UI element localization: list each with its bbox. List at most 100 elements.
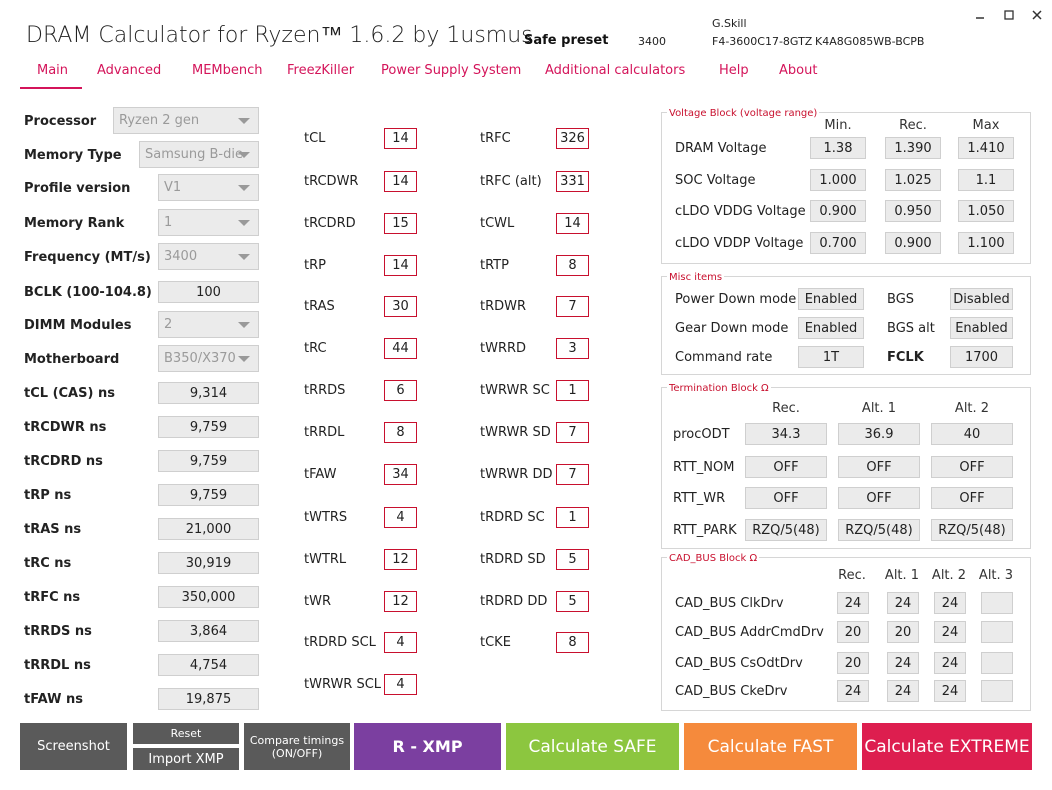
row-label: RTT_WR <box>673 490 726 506</box>
timing-value[interactable]: 7 <box>556 464 589 485</box>
timing-value[interactable]: 12 <box>384 591 417 612</box>
timing-label: tWRWR SCL <box>304 676 382 692</box>
timing-value[interactable]: 3 <box>556 338 589 359</box>
cad-bus-empty <box>981 680 1013 702</box>
timing-value[interactable]: 7 <box>556 296 589 317</box>
voltage-value: 1.390 <box>885 137 941 159</box>
timing-value[interactable]: 1 <box>556 507 589 528</box>
ns-value: 9,759 <box>158 416 259 438</box>
dropdown-arrow <box>238 253 250 260</box>
timing-value[interactable]: 8 <box>556 255 589 276</box>
nav-tab[interactable]: Additional calculators <box>545 63 686 78</box>
timing-value[interactable]: 14 <box>384 128 417 149</box>
cad-bus-empty <box>981 621 1013 643</box>
maximize[interactable] <box>1004 10 1014 20</box>
dropdown[interactable]: Ryzen 2 gen <box>113 107 259 134</box>
row-label: cLDO VDDG Voltage <box>675 203 806 219</box>
column-header: Alt. 2 <box>931 568 967 583</box>
voltage-value: 0.700 <box>810 232 866 254</box>
preset-value: 3400 <box>638 35 666 48</box>
misc-value: Enabled <box>950 317 1013 339</box>
timing-label: tRFC <box>480 130 511 146</box>
calculate-fast-button[interactable]: Calculate FAST <box>684 723 857 770</box>
r-xmp-button[interactable]: R - XMP <box>354 723 501 770</box>
termination-value: 36.9 <box>838 423 920 445</box>
timing-value[interactable]: 6 <box>384 380 417 401</box>
termination-value: OFF <box>838 487 920 509</box>
timing-value[interactable]: 4 <box>384 507 417 528</box>
termination-value: RZQ/5(48) <box>745 519 827 541</box>
chip: K4A8G085WB-BCPB <box>815 35 925 48</box>
timing-value[interactable]: 331 <box>556 171 589 192</box>
nav-tab[interactable]: About <box>779 63 818 78</box>
compare-timings-button[interactable]: Compare timings (ON/OFF) <box>244 723 350 770</box>
timing-value[interactable]: 15 <box>384 213 417 234</box>
cad-bus-value: 20 <box>837 652 869 674</box>
timing-value[interactable]: 1 <box>556 380 589 401</box>
close[interactable] <box>1032 10 1042 20</box>
app-title: DRAM Calculator for Ryzen™ 1.6.2 by 1usm… <box>26 23 533 48</box>
timing-label: tRRDS <box>304 382 346 398</box>
ns-label: tRP ns <box>24 487 72 503</box>
reset-button[interactable]: Reset <box>133 723 239 744</box>
timing-value[interactable]: 8 <box>384 422 417 443</box>
timing-value[interactable]: 34 <box>384 464 417 485</box>
timing-value[interactable]: 14 <box>556 213 589 234</box>
timing-value[interactable]: 12 <box>384 549 417 570</box>
timing-value[interactable]: 14 <box>384 171 417 192</box>
setting-label: Memory Rank <box>24 215 125 231</box>
nav-tab[interactable]: Advanced <box>97 63 162 78</box>
cad-bus-value: 24 <box>837 680 869 702</box>
import-xmp-button[interactable]: Import XMP <box>133 748 239 770</box>
dropdown[interactable]: B350/X370 <box>158 345 259 372</box>
timing-value[interactable]: 30 <box>384 296 417 317</box>
calculate-extreme-button[interactable]: Calculate EXTREME <box>862 723 1032 770</box>
nav-tab[interactable]: FreezKiller <box>287 63 355 78</box>
cad-bus-empty <box>981 652 1013 674</box>
timing-label: tWR <box>304 593 331 609</box>
dropdown[interactable]: 2 <box>158 311 259 338</box>
dropdown[interactable]: V1 <box>158 174 259 201</box>
row-label: RTT_PARK <box>673 522 737 538</box>
column-header: Alt. 2 <box>954 401 990 416</box>
timing-value[interactable]: 5 <box>556 591 589 612</box>
termination-value: OFF <box>745 487 827 509</box>
setting-label: Processor <box>24 113 97 129</box>
timing-value[interactable]: 4 <box>384 674 417 695</box>
ns-label: tRFC ns <box>24 589 81 605</box>
timing-value[interactable]: 44 <box>384 338 417 359</box>
timing-value[interactable]: 8 <box>556 632 589 653</box>
misc-value: Enabled <box>798 317 864 339</box>
timing-value[interactable]: 5 <box>556 549 589 570</box>
row-label: cLDO VDDP Voltage <box>675 235 804 251</box>
timing-value[interactable]: 14 <box>384 255 417 276</box>
dropdown[interactable]: 3400 <box>158 243 259 270</box>
voltage-value: 0.950 <box>885 200 941 222</box>
timing-label: tRDRD SD <box>480 551 546 567</box>
dropdown[interactable]: Samsung B-die <box>139 141 259 168</box>
text-field[interactable]: 100 <box>158 281 259 303</box>
ns-value: 19,875 <box>158 688 259 710</box>
dropdown[interactable]: 1 <box>158 209 259 236</box>
timing-label: tWRRD <box>480 340 527 356</box>
timing-label: tWRWR SD <box>480 424 551 440</box>
timing-value[interactable]: 4 <box>384 632 417 653</box>
termination-value: OFF <box>931 456 1013 478</box>
row-label: CAD_BUS AddrCmdDrv <box>675 624 824 640</box>
ns-label: tRRDS ns <box>24 623 92 639</box>
nav-tab[interactable]: Main <box>37 63 69 78</box>
screenshot-button[interactable]: Screenshot <box>20 723 127 770</box>
timing-label: tCWL <box>480 215 515 231</box>
misc-label: Power Down mode <box>675 291 797 307</box>
nav-tab[interactable]: MEMbench <box>192 63 263 78</box>
calculate-safe-button[interactable]: Calculate SAFE <box>506 723 679 770</box>
cad-bus-value: 24 <box>837 592 869 614</box>
timing-value[interactable]: 326 <box>556 128 589 149</box>
block-title: Voltage Block (voltage range) <box>667 108 820 119</box>
ns-value: 9,759 <box>158 450 259 472</box>
timing-value[interactable]: 7 <box>556 422 589 443</box>
timing-label: tRDWR <box>480 298 527 314</box>
nav-tab[interactable]: Power Supply System <box>381 63 522 78</box>
nav-tab[interactable]: Help <box>719 63 749 78</box>
